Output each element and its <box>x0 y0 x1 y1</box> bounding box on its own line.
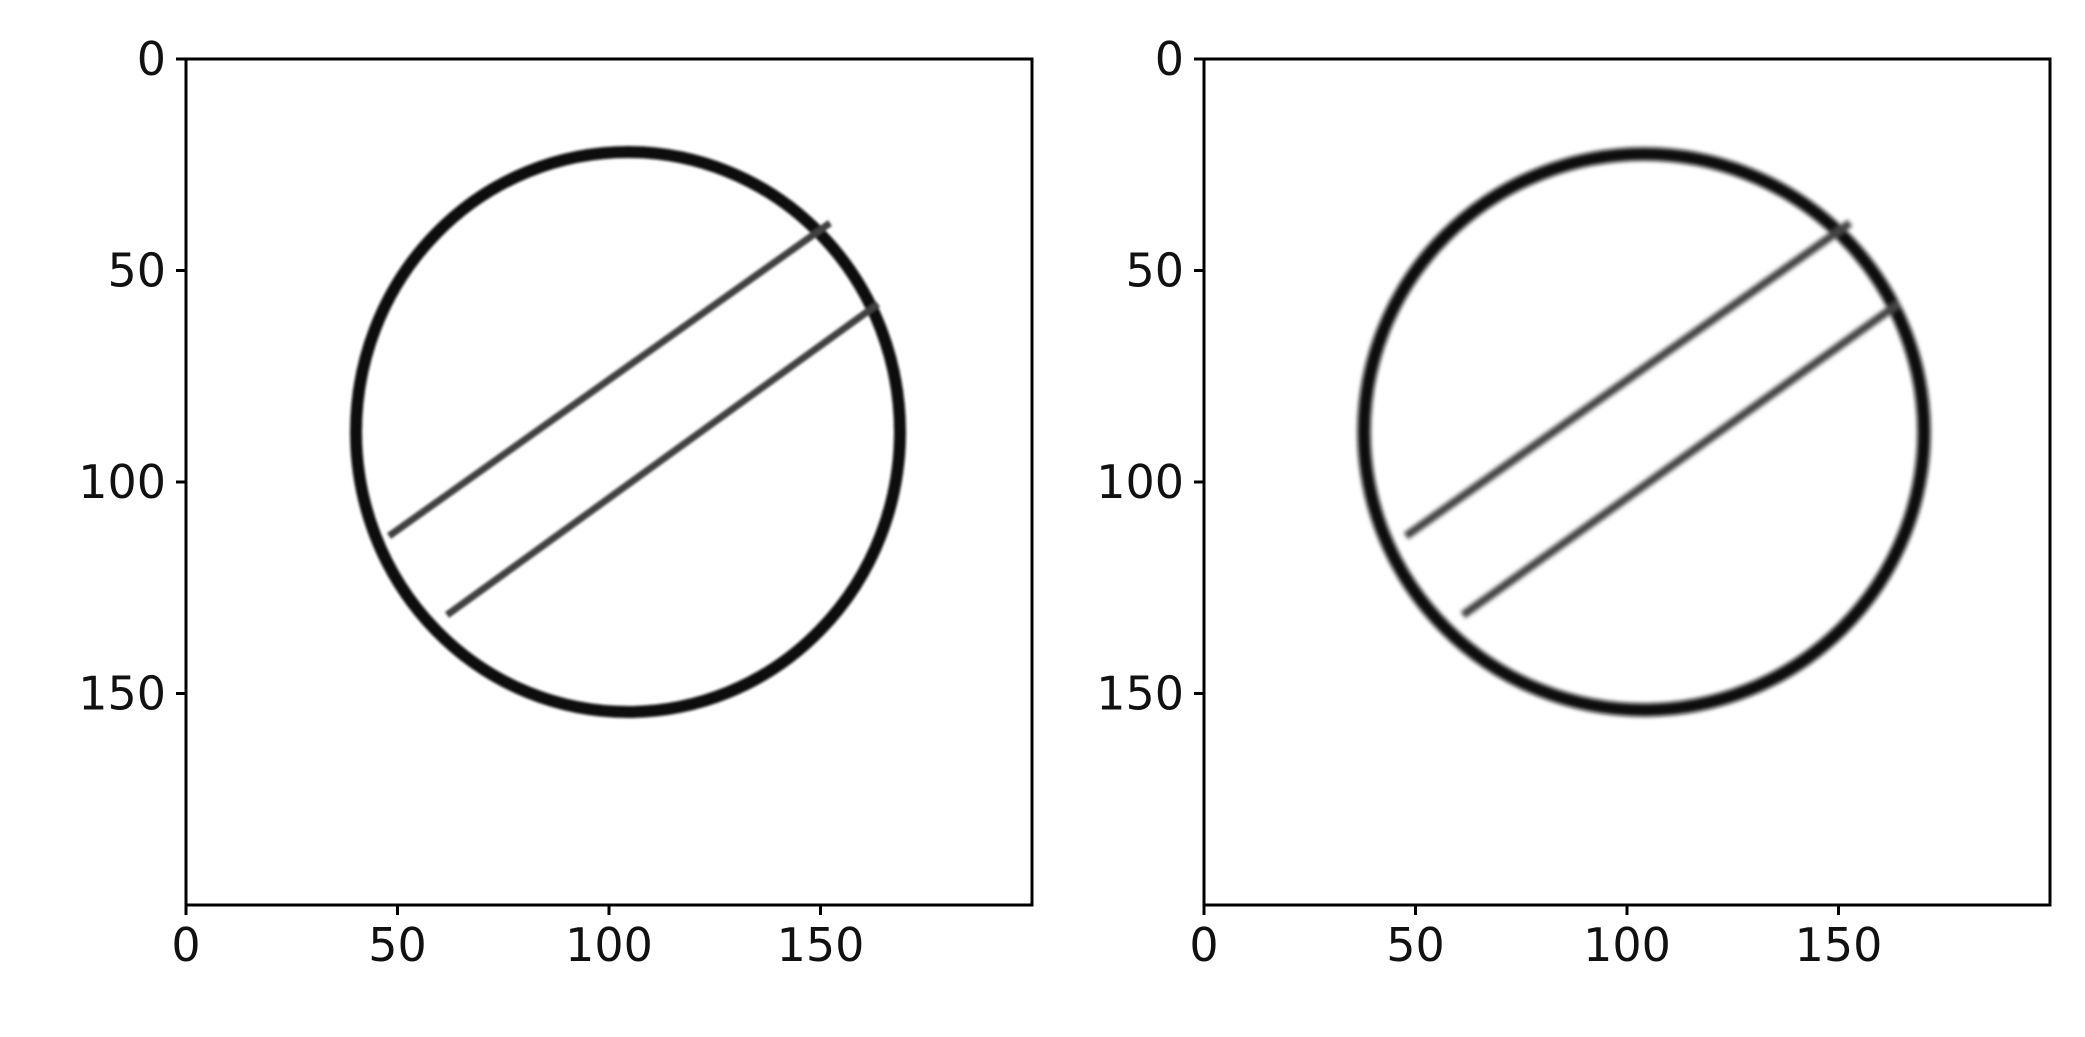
right-y-tick-label-100: 100 <box>1096 455 1184 509</box>
left-x-tick-label-50: 50 <box>368 918 427 972</box>
right-y-tick-label-50: 50 <box>1125 244 1184 298</box>
right-y-tick-label-0: 0 <box>1155 32 1184 86</box>
left-image-panel: 0 50 100 150 0 50 100 150 <box>78 32 1034 972</box>
left-diagonal-line-top <box>386 220 833 539</box>
right-x-tick-label-0: 0 <box>1189 918 1218 972</box>
right-image-content <box>1357 147 1931 717</box>
right-diagonal-line-bottom <box>1460 300 1901 619</box>
right-x-tick-label-150: 150 <box>1795 918 1883 972</box>
right-image-background <box>1204 59 2050 905</box>
right-circle-shape <box>1357 147 1931 717</box>
left-circle-shape <box>350 146 906 718</box>
right-image-panel: 0 50 100 150 0 50 100 150 <box>1096 32 2052 972</box>
right-x-tick-label-50: 50 <box>1386 918 1445 972</box>
right-y-axis: 0 50 100 150 <box>1096 32 1204 721</box>
right-y-tick-label-150: 150 <box>1096 667 1184 721</box>
left-y-tick-label-150: 150 <box>78 667 166 721</box>
left-x-tick-label-0: 0 <box>171 918 200 972</box>
right-x-tick-label-100: 100 <box>1583 918 1671 972</box>
left-x-tick-label-150: 150 <box>777 918 865 972</box>
right-diagonal-line-top <box>1403 219 1853 540</box>
right-x-axis: 0 50 100 150 <box>1189 905 1882 972</box>
left-y-tick-label-50: 50 <box>107 244 166 298</box>
left-image-content <box>350 146 906 718</box>
left-y-tick-label-100: 100 <box>78 455 166 509</box>
left-diagonal-line-bottom <box>444 301 881 618</box>
left-image-background <box>186 59 1032 905</box>
left-y-axis: 0 50 100 150 <box>78 32 186 721</box>
left-x-tick-label-100: 100 <box>565 918 653 972</box>
left-y-tick-label-0: 0 <box>137 32 166 86</box>
left-x-axis: 0 50 100 150 <box>171 905 864 972</box>
